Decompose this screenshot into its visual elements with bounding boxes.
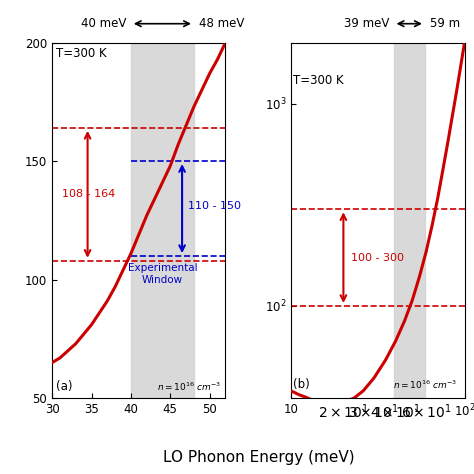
- Text: $n = 10^{16}$ cm$^{-3}$: $n = 10^{16}$ cm$^{-3}$: [157, 381, 221, 393]
- Text: T=300 K: T=300 K: [293, 74, 344, 87]
- Text: 100 - 300: 100 - 300: [351, 253, 403, 263]
- Text: T=300 K: T=300 K: [56, 47, 107, 60]
- Text: 59 m: 59 m: [429, 17, 460, 30]
- Text: (a): (a): [56, 381, 73, 393]
- Text: LO Phonon Energy (meV): LO Phonon Energy (meV): [163, 449, 354, 465]
- Text: 110 - 150: 110 - 150: [188, 201, 241, 211]
- Text: 108 - 164: 108 - 164: [62, 189, 115, 200]
- Text: 48 meV: 48 meV: [199, 17, 244, 30]
- Text: 39 meV: 39 meV: [344, 17, 389, 30]
- Text: (b): (b): [293, 378, 310, 391]
- Bar: [131, 43, 194, 398]
- Bar: [394, 43, 425, 398]
- Text: 40 meV: 40 meV: [81, 17, 126, 30]
- Text: $n = 10^{16}$ cm$^{-3}$: $n = 10^{16}$ cm$^{-3}$: [392, 379, 456, 391]
- Text: Experimental
Window: Experimental Window: [128, 263, 197, 285]
